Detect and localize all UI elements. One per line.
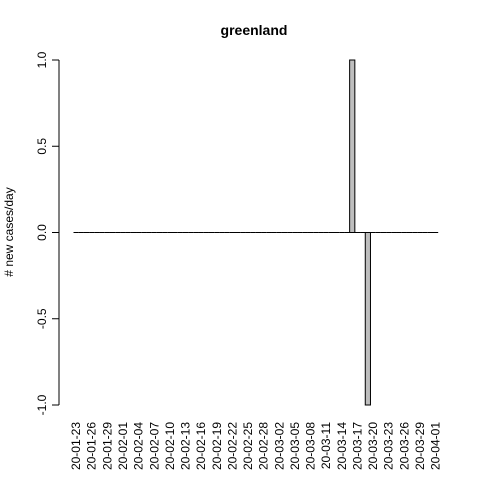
x-tick-label: 20-02-16 [194, 422, 208, 470]
x-tick-label: 20-02-19 [210, 422, 224, 470]
x-tick-label: 20-03-14 [335, 422, 349, 470]
x-tick-label: 20-02-10 [163, 422, 177, 470]
y-tick-label: -1.0 [35, 394, 49, 415]
x-tick-label: 20-02-04 [132, 422, 146, 470]
bars [73, 59, 439, 406]
x-axis: 20-01-23 20-01-26 20-01-29 20-02-01 20-02-04… [69, 422, 442, 470]
x-tick-label: 20-04-01 [429, 422, 443, 470]
bar-20-03-16 [349, 59, 356, 233]
x-tick-label: 20-02-01 [116, 422, 130, 470]
x-tick-label: 20-02-25 [241, 422, 255, 470]
y-axis-label: # new cases/day [2, 187, 16, 276]
y-tick-label: 0.0 [35, 224, 49, 241]
y-tick-label: -0.5 [35, 308, 49, 329]
y-tick-label: 1.0 [35, 51, 49, 68]
x-tick-label: 20-01-26 [85, 422, 99, 470]
x-tick-label: 20-03-29 [413, 422, 427, 470]
x-tick-label: 20-01-23 [69, 422, 83, 470]
x-tick-label: 20-03-02 [272, 422, 286, 470]
bar-20-03-19 [364, 232, 371, 406]
x-tick-label: 20-02-28 [257, 422, 271, 470]
y-tick-label: 0.5 [35, 138, 49, 155]
x-tick-label: 20-03-23 [382, 422, 396, 470]
x-tick-label: 20-03-17 [350, 422, 364, 470]
x-tick-label: 20-01-29 [100, 422, 114, 470]
x-tick-label: 20-03-05 [288, 422, 302, 470]
y-axis: -1.0 -0.5 0.0 0.5 1.0 [35, 51, 60, 415]
x-tick-label: 20-02-07 [147, 422, 161, 470]
chart-title: greenland [221, 22, 288, 38]
x-tick-label: 20-03-11 [319, 422, 333, 469]
x-tick-label: 20-03-26 [397, 422, 411, 470]
x-tick-label: 20-03-20 [366, 422, 380, 470]
x-tick-label: 20-02-22 [225, 422, 239, 470]
x-tick-label: 20-03-08 [304, 422, 318, 470]
x-tick-label: 20-02-13 [179, 422, 193, 470]
